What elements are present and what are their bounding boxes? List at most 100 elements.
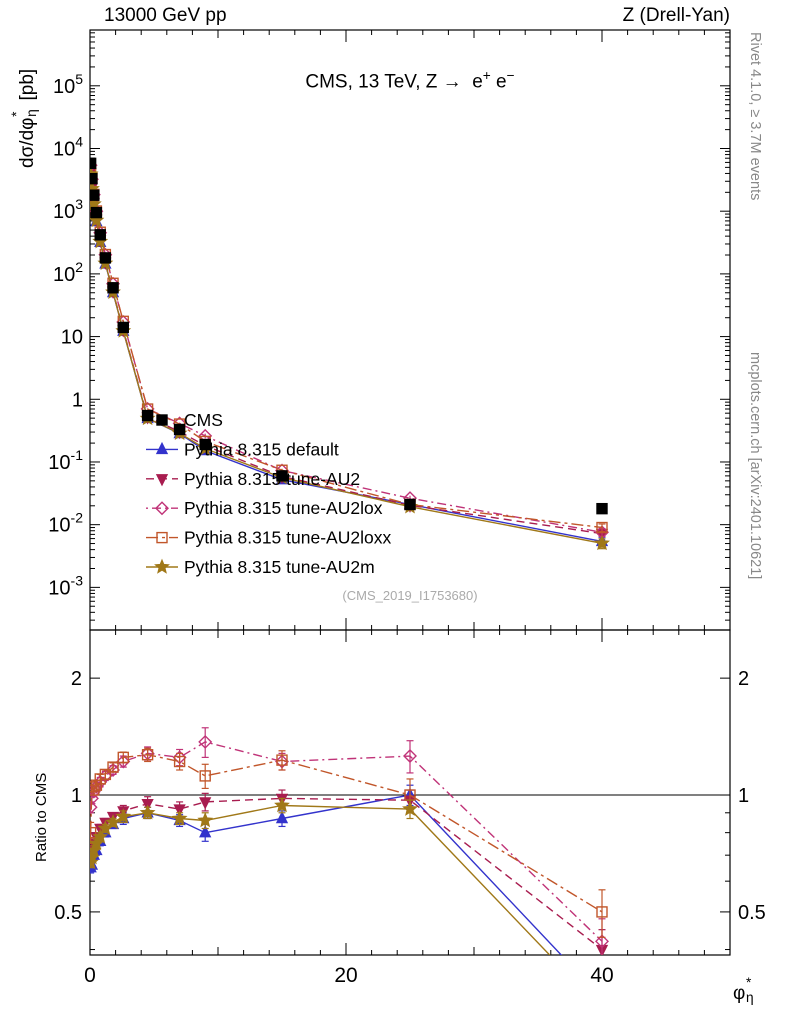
- series-pythia-8-315-tune-au2lox-ratio-marker: [116, 754, 131, 769]
- main-y-tick-label: 103: [53, 196, 83, 223]
- ratio-y-tick-label-right: 2: [738, 668, 749, 690]
- cms-marker: [276, 470, 288, 482]
- cms-marker: [107, 282, 119, 294]
- main-y-tick-label: 10-1: [48, 447, 83, 474]
- legend-marker: [154, 558, 170, 574]
- series-pythia-8-315-tune-au2lox-ratio-marker: [198, 734, 213, 749]
- main-y-axis-label: dσ/dφ * η [pb]: [9, 68, 40, 168]
- rivet-version-note: Rivet 4.1.0, ≥ 3.7M events: [747, 32, 763, 201]
- ratio-y-tick-label-left: 1: [71, 785, 82, 807]
- series-pythia-8-315-tune-au2m-ratio-marker: [197, 812, 214, 828]
- series-pythia-8-315-tune-au2m-marker: [594, 535, 610, 551]
- main-y-tick-label: 104: [53, 133, 83, 160]
- series-pythia-8-315-tune-au2loxx-ratio-line: [90, 753, 603, 913]
- series-pythia-8-315-tune-au2loxx-ratio-marker: [276, 754, 288, 766]
- plot-title: CMS, 13 TeV, Z → e+ e−: [305, 68, 515, 93]
- legend-marker: [156, 414, 168, 426]
- ratio-y-tick-label-right: 1: [738, 785, 749, 807]
- series-pythia-8-315-tune-au2-ratio-marker: [199, 797, 212, 810]
- cms-marker: [90, 157, 97, 170]
- series-pythia-8-315-tune-au2-ratio-marker: [173, 804, 186, 817]
- series-pythia-8-315-tune-au2lox-ratio-marker: [403, 749, 417, 764]
- series-pythia-8-315-tune-au2loxx-marker: [596, 521, 608, 534]
- series-pythia-8-315-default-main: [90, 167, 609, 548]
- main-y-tick-label: 105: [53, 71, 83, 98]
- main-y-tick-label: 102: [53, 259, 83, 286]
- series-cms-main: [90, 157, 608, 515]
- legend-marker: [155, 474, 169, 487]
- series-pythia-8-315-tune-au2lox-ratio-marker: [90, 800, 98, 815]
- series-pythia-8-315-tune-au2m-ratio-marker: [92, 828, 109, 844]
- legend-label: CMS: [184, 410, 223, 430]
- series-pythia-8-315-tune-au2loxx-ratio-marker: [107, 761, 119, 773]
- cms-marker: [173, 423, 186, 436]
- series-pythia-8-315-tune-au2m-ratio-marker: [105, 814, 121, 830]
- series-pythia-8-315-tune-au2lox-ratio-marker: [595, 934, 609, 949]
- legend-label: Pythia 8.315 tune-AU2lox: [184, 498, 383, 518]
- cms-marker: [99, 252, 112, 264]
- legend-label: Pythia 8.315 default: [184, 439, 339, 459]
- series-pythia-8-315-tune-au2loxx-ratio-marker: [141, 749, 154, 761]
- ratio-y-tick-label-left: 2: [71, 668, 82, 690]
- series-pythia-8-315-tune-au2loxx-ratio-marker: [596, 906, 608, 918]
- series-pythia-8-315-tune-au2loxx-ratio-marker: [117, 751, 129, 764]
- series-pythia-8-315-tune-au2m-ratio-marker: [171, 810, 188, 826]
- series-pythia-8-315-default-ratio-marker: [597, 992, 607, 1002]
- cms-marker: [199, 438, 211, 451]
- cms-marker: [90, 206, 103, 219]
- cms-marker: [94, 229, 106, 241]
- series-pythia-8-315-tune-au2lox-ratio: [90, 727, 609, 955]
- series-pythia-8-315-tune-au2loxx-ratio-marker: [199, 770, 211, 782]
- legend: CMS Pythia 8.315 default Pythia 8.315 tune…: [146, 410, 391, 577]
- series-pythia-8-315-tune-au2loxx-ratio-marker: [99, 768, 112, 781]
- series-pythia-8-315-tune-au2m-main: [90, 165, 610, 551]
- cms-marker: [90, 189, 100, 201]
- cms-marker: [404, 498, 416, 511]
- series-pythia-8-315-tune-au2m-ratio-marker: [115, 808, 132, 824]
- x-tick-label: 20: [334, 964, 357, 987]
- legend-marker: [155, 441, 169, 455]
- cms-marker: [117, 321, 129, 334]
- main-y-tick-label: 1: [72, 389, 83, 411]
- series-pythia-8-315-default-ratio-marker: [199, 825, 212, 838]
- ratio-y-tick-label-right: 0.5: [738, 902, 766, 924]
- series-pythia-8-315-default-ratio-marker: [275, 810, 289, 824]
- series-pythia-8-315-tune-au2loxx-ratio: [90, 747, 608, 938]
- series-pythia-8-315-tune-au2m-ratio-marker: [139, 804, 156, 820]
- series-pythia-8-315-tune-au2m-ratio-marker: [274, 797, 290, 813]
- series-pythia-8-315-tune-au2lox-ratio-line: [90, 741, 603, 942]
- main-y-tick-label: 10-3: [48, 572, 83, 599]
- x-axis-label: φ * η: [733, 975, 754, 1006]
- series-pythia-8-315-default-ratio: [90, 784, 607, 1002]
- cms-marker: [141, 409, 154, 422]
- series-pythia-8-315-tune-au2m-marker: [90, 212, 105, 228]
- mcplots-reference-note: mcplots.cern.ch [arXiv:2401.10621]: [747, 352, 763, 580]
- legend-label: Pythia 8.315 tune-AU2loxx: [184, 528, 391, 548]
- main-y-tick-label: 10: [61, 327, 83, 349]
- series-pythia-8-315-tune-au2m-ratio: [90, 797, 608, 1015]
- ratio-y-tick-label-left: 0.5: [54, 902, 82, 924]
- legend-label: Pythia 8.315 tune-AU2: [184, 469, 360, 489]
- ratio-panel-frame: [89, 629, 731, 956]
- ratio-y-axis-label: Ratio to CMS: [33, 772, 50, 862]
- cms-marker: [90, 172, 98, 185]
- series-pythia-8-315-tune-au2m-ratio-marker: [596, 1003, 608, 1015]
- beam-energy-label: 13000 GeV pp: [104, 5, 227, 26]
- x-tick-label: 40: [590, 964, 613, 987]
- analysis-id-watermark: (CMS_2019_I1753680): [342, 588, 478, 603]
- legend-marker: [156, 531, 168, 544]
- legend-label: Pythia 8.315 tune-AU2m: [184, 557, 375, 577]
- series-pythia-8-315-tune-au2loxx-ratio-marker: [90, 826, 97, 839]
- series-pythia-8-315-tune-au2loxx-ratio-marker: [90, 779, 103, 791]
- series-pythia-8-315-tune-au2-ratio-line: [90, 797, 603, 951]
- series-pythia-8-315-tune-au2loxx-ratio-marker: [173, 755, 186, 768]
- process-label: Z (Drell-Yan): [622, 5, 730, 26]
- main-y-tick-label: 10-2: [48, 510, 83, 537]
- series-pythia-8-315-tune-au2lox-ratio-marker: [106, 763, 121, 777]
- x-tick-label: 0: [84, 964, 96, 987]
- cms-marker: [596, 502, 608, 515]
- series-pythia-8-315-tune-au2m-ratio-marker: [402, 800, 418, 816]
- legend-marker: [155, 501, 169, 516]
